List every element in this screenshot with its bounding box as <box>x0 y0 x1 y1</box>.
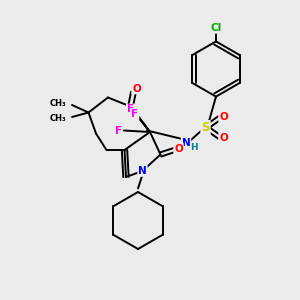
Text: N: N <box>182 137 190 148</box>
Text: F: F <box>127 104 134 115</box>
Text: O: O <box>219 133 228 143</box>
Text: O: O <box>174 143 183 154</box>
Text: O: O <box>132 83 141 94</box>
Text: F: F <box>115 125 122 136</box>
Text: N: N <box>138 166 147 176</box>
Text: CH₃: CH₃ <box>50 99 66 108</box>
Text: S: S <box>201 121 210 134</box>
Text: F: F <box>131 109 139 119</box>
Text: O: O <box>219 112 228 122</box>
Text: H: H <box>190 142 198 152</box>
Text: CH₃: CH₃ <box>50 114 66 123</box>
Text: Cl: Cl <box>210 23 222 33</box>
